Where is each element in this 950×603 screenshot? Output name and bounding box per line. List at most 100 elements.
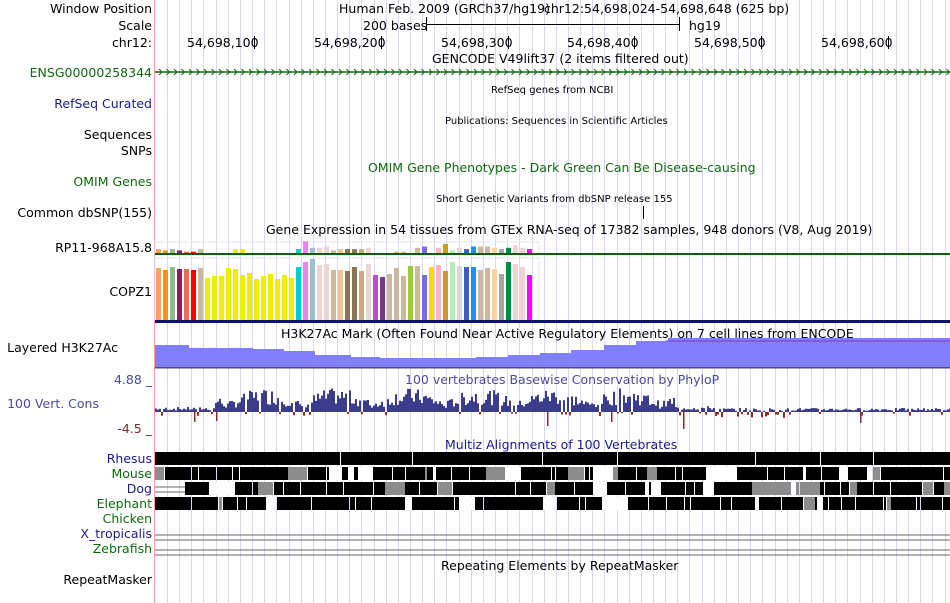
cons-neg-bar <box>819 412 821 415</box>
cons-pos-bar <box>163 409 165 412</box>
cons-pos-bar <box>585 401 587 412</box>
strand-arrow-icon <box>743 68 748 76</box>
alignment-block <box>308 467 326 480</box>
gtex-bar <box>191 270 196 321</box>
omim-track-label[interactable]: OMIM Genes <box>73 174 152 189</box>
strand-arrow-icon <box>293 68 298 76</box>
strand-arrow-icon <box>826 68 831 76</box>
gtex-bar-graph[interactable] <box>154 241 950 324</box>
alignment-block <box>324 497 349 510</box>
repeatmasker-track-label[interactable]: RepeatMasker <box>63 572 152 587</box>
conservation-wiggle[interactable] <box>155 380 950 435</box>
cons-pos-bar <box>337 395 339 412</box>
gtex-bar <box>177 250 182 253</box>
ruler-tick <box>888 36 889 49</box>
multiz-species-label[interactable]: Elephant <box>96 496 152 511</box>
multiz-species-label[interactable]: Zebrafish <box>92 541 152 556</box>
gencode-gene-feature[interactable] <box>155 66 950 78</box>
cons-pos-bar <box>695 409 697 412</box>
cons-pos-bar <box>345 393 347 412</box>
gencode-gene-label[interactable]: ENSG00000258344 <box>29 65 152 80</box>
gtex-bar <box>506 247 511 253</box>
dbsnp-variant[interactable] <box>643 206 644 219</box>
cons-pos-bar <box>707 406 709 412</box>
gtex-bar <box>240 249 245 253</box>
cons-pos-bar <box>749 410 751 412</box>
alignment-block <box>342 467 348 480</box>
alignment-gap <box>412 452 413 465</box>
cons-pos-bar <box>341 391 343 412</box>
scale-bar <box>426 24 680 25</box>
alignment-block <box>676 467 682 480</box>
cons-pos-bar <box>287 405 289 412</box>
multiz-species-label[interactable]: Mouse <box>111 466 152 481</box>
strand-arrow-icon <box>653 68 658 76</box>
gtex-gene-label-1[interactable]: RP11-968A15.8 <box>55 240 152 255</box>
ruler-tick-label: 54,698,300 <box>441 35 513 50</box>
cons-track-label[interactable]: 100 Vert. Cons <box>7 396 99 411</box>
cons-pos-bar <box>943 410 945 412</box>
strand-arrow-icon <box>481 68 486 76</box>
cons-pos-bar <box>307 404 309 412</box>
cons-pos-bar <box>915 410 917 412</box>
alignment-block <box>626 482 645 495</box>
cons-pos-bar <box>889 410 891 412</box>
gtex-bar <box>303 262 308 321</box>
dbsnp-track-label[interactable]: Common dbSNP(155) <box>17 205 152 220</box>
alignment-block <box>434 467 436 480</box>
cons-pos-bar <box>895 408 897 412</box>
alignment-gap <box>617 452 618 465</box>
cons-pos-bar <box>581 400 583 412</box>
cons-pos-bar <box>541 401 543 412</box>
alignment-block <box>204 497 218 510</box>
multiz-species-label[interactable]: Dog <box>126 481 152 496</box>
cons-pos-bar <box>867 410 869 412</box>
cons-pos-bar <box>275 404 277 412</box>
strand-arrow-icon <box>256 68 261 76</box>
alignment-block <box>235 482 241 495</box>
h3k27ac-signal[interactable] <box>155 320 950 370</box>
multiz-alignment-blocks[interactable] <box>155 452 950 557</box>
cons-pos-bar <box>649 404 651 412</box>
strand-arrow-icon <box>608 68 613 76</box>
alignment-block <box>944 467 950 480</box>
gtex-gene-label-2[interactable]: COPZ1 <box>109 284 152 299</box>
cons-neg-bar <box>459 412 461 415</box>
cons-pos-bar <box>433 403 435 412</box>
strand-arrow-icon <box>556 68 561 76</box>
cons-neg-bar <box>765 412 767 417</box>
cons-pos-bar <box>213 408 215 412</box>
multiz-species-label[interactable]: Rhesus <box>106 451 152 466</box>
gtex-baseline-1 <box>155 253 950 255</box>
strand-arrow-icon <box>196 68 201 76</box>
alignment-block <box>457 482 472 495</box>
gtex-bar <box>352 267 357 321</box>
alignment-block <box>455 497 459 510</box>
alignment-block <box>420 482 437 495</box>
alignment-block <box>580 497 585 510</box>
gridline <box>252 0 254 603</box>
cons-pos-bar <box>363 400 365 412</box>
cons-pos-bar <box>727 408 729 412</box>
cons-neg-bar <box>515 412 517 414</box>
cons-pos-bar <box>261 393 263 412</box>
alignment-block <box>848 467 867 480</box>
cons-pos-bar <box>237 403 239 412</box>
cons-pos-bar <box>387 399 389 412</box>
multiz-species-label[interactable]: Chicken <box>102 511 152 526</box>
alignment-block <box>301 482 305 495</box>
strand-arrow-icon <box>548 68 553 76</box>
multiz-species-label[interactable]: X_tropicalis <box>80 526 152 541</box>
cons-pos-bar <box>221 403 223 412</box>
alignment-gap <box>755 452 756 465</box>
cons-pos-bar <box>821 409 823 412</box>
cons-pos-bar <box>887 410 889 412</box>
alignment-block <box>568 467 584 480</box>
publications-track-label[interactable]: Sequences <box>83 127 152 142</box>
alignment-block <box>155 467 164 480</box>
h3k27ac-track-label[interactable]: Layered H3K27Ac <box>7 340 118 355</box>
refseq-track-label[interactable]: RefSeq Curated <box>54 96 152 111</box>
alignment-block <box>183 467 191 480</box>
cons-pos-bar <box>411 397 413 412</box>
